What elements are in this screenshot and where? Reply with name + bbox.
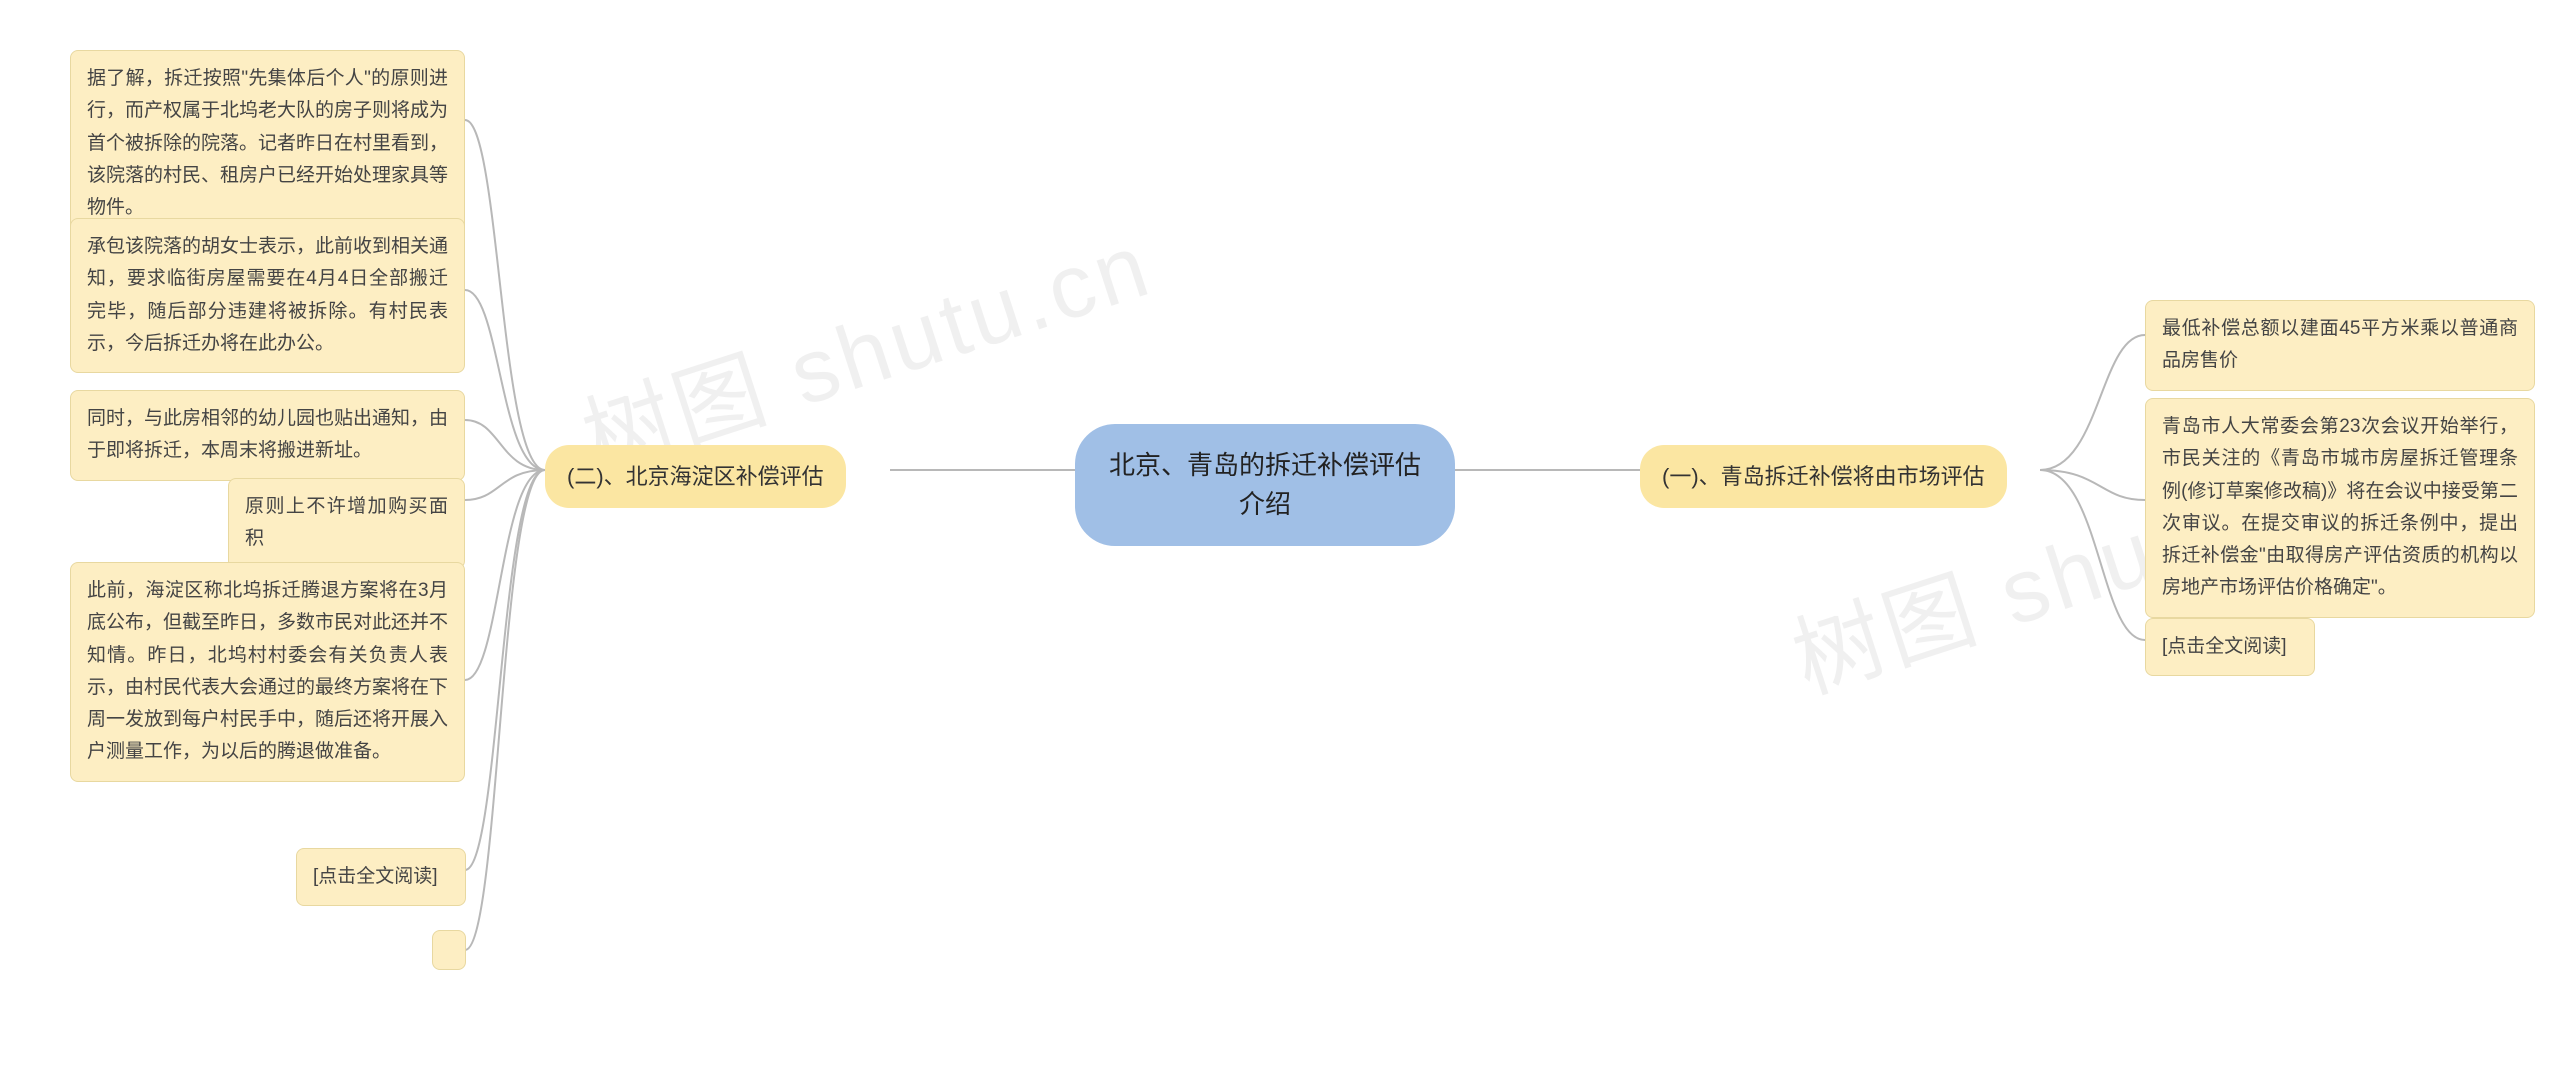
leaf-text: 青岛市人大常委会第23次会议开始举行，市民关注的《青岛市城市房屋拆迁管理条例(修…	[2162, 416, 2518, 598]
leaf-left-4: 此前，海淀区称北坞拆迁腾退方案将在3月底公布，但截至昨日，多数市民对此还并不知情…	[70, 562, 465, 782]
leaf-text: 承包该院落的胡女士表示，此前收到相关通知，要求临街房屋需要在4月4日全部搬迁完毕…	[87, 236, 448, 354]
leaf-right-2[interactable]: [点击全文阅读]	[2145, 618, 2315, 676]
branch-left[interactable]: (二)、北京海淀区补偿评估	[545, 445, 846, 508]
branch-left-label: (二)、北京海淀区补偿评估	[567, 464, 824, 489]
leaf-left-3: 原则上不许增加购买面积	[228, 478, 465, 569]
leaf-text: 最低补偿总额以建面45平方米乘以普通商品房售价	[2162, 318, 2518, 371]
leaf-left-empty	[432, 930, 466, 970]
branch-right-label: (一)、青岛拆迁补偿将由市场评估	[1662, 464, 1985, 489]
center-node: 北京、青岛的拆迁补偿评估介绍	[1075, 424, 1455, 546]
leaf-text: 同时，与此房相邻的幼儿园也贴出通知，由于即将拆迁，本周末将搬进新址。	[87, 408, 448, 461]
branch-right[interactable]: (一)、青岛拆迁补偿将由市场评估	[1640, 445, 2007, 508]
leaf-right-0: 最低补偿总额以建面45平方米乘以普通商品房售价	[2145, 300, 2535, 391]
leaf-text: 此前，海淀区称北坞拆迁腾退方案将在3月底公布，但截至昨日，多数市民对此还并不知情…	[87, 580, 448, 762]
leaf-left-1: 承包该院落的胡女士表示，此前收到相关通知，要求临街房屋需要在4月4日全部搬迁完毕…	[70, 218, 465, 373]
leaf-text: [点击全文阅读]	[313, 866, 438, 887]
leaf-right-1: 青岛市人大常委会第23次会议开始举行，市民关注的《青岛市城市房屋拆迁管理条例(修…	[2145, 398, 2535, 618]
leaf-left-2: 同时，与此房相邻的幼儿园也贴出通知，由于即将拆迁，本周末将搬进新址。	[70, 390, 465, 481]
center-node-text: 北京、青岛的拆迁补偿评估介绍	[1109, 450, 1421, 519]
leaf-left-5[interactable]: [点击全文阅读]	[296, 848, 466, 906]
leaf-text: 据了解，拆迁按照"先集体后个人"的原则进行，而产权属于北坞老大队的房子则将成为首…	[87, 68, 448, 218]
leaf-left-0: 据了解，拆迁按照"先集体后个人"的原则进行，而产权属于北坞老大队的房子则将成为首…	[70, 50, 465, 237]
leaf-text: 原则上不许增加购买面积	[245, 496, 448, 549]
leaf-text: [点击全文阅读]	[2162, 636, 2287, 657]
